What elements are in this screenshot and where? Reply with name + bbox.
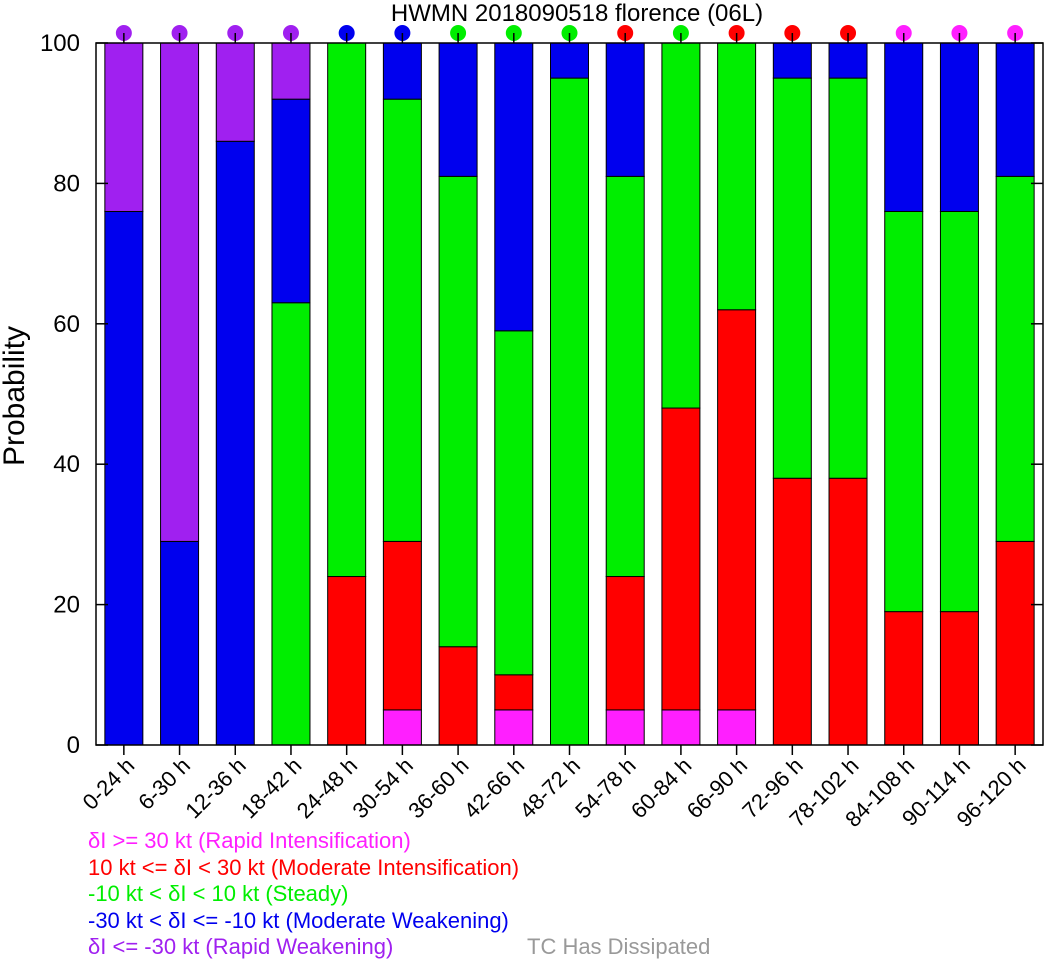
legend-item-moderate-intensification: 10 kt <= δI < 30 kt (Moderate Intensific… bbox=[88, 854, 520, 880]
bar-steady-72-96h bbox=[772, 77, 812, 479]
bar-moderate-intensification-90-114h bbox=[939, 611, 979, 746]
bar-steady-48-72h bbox=[550, 77, 589, 746]
legend-item-dissipated: TC Has Dissipated bbox=[527, 934, 711, 959]
bar-steady-90-114h bbox=[939, 210, 979, 613]
bar-rapid-weakening-12-36h bbox=[215, 42, 255, 142]
bar-rapid-weakening-18-42h bbox=[271, 42, 311, 100]
chart-title: HWMN 2018090518 florence (06L) bbox=[391, 0, 763, 27]
bar-moderate-intensification-60-84h bbox=[661, 407, 701, 711]
x-tick-label: 12-36 h bbox=[180, 753, 250, 823]
bar-rapid-intensification-66-90h bbox=[717, 709, 757, 746]
bar-steady-96-120h bbox=[995, 175, 1035, 542]
bar-moderate-intensification-96-120h bbox=[995, 540, 1035, 746]
bar-steady-24-48h bbox=[327, 42, 367, 578]
x-tick-label: 48-72 h bbox=[515, 753, 585, 823]
bar-steady-36-60h bbox=[438, 175, 478, 648]
bars-layer bbox=[104, 42, 1035, 746]
legend: δI >= 30 kt (Rapid Intensification) 10 k… bbox=[88, 828, 519, 961]
bar-rapid-weakening-6-30h bbox=[160, 42, 200, 542]
bar-moderate-weakening-78-102h bbox=[828, 42, 868, 79]
legend-item-rapid-weakening: δI <= -30 kt (Rapid Weakening) bbox=[88, 934, 394, 959]
bar-moderate-intensification-78-102h bbox=[828, 477, 868, 746]
y-tick-label: 100 bbox=[40, 30, 80, 57]
bar-steady-84-108h bbox=[884, 210, 924, 613]
x-tick-label: 60-84 h bbox=[626, 753, 696, 823]
bar-rapid-weakening-0-24h bbox=[104, 42, 144, 212]
bar-rapid-intensification-60-84h bbox=[661, 709, 701, 746]
y-tick-label: 60 bbox=[53, 311, 80, 338]
legend-item-moderate-weakening: -30 kt < δI <= -10 kt (Moderate Weakenin… bbox=[88, 907, 509, 933]
x-tick-label: 24-48 h bbox=[292, 753, 362, 823]
x-tick-label: 36-60 h bbox=[403, 753, 473, 823]
bar-moderate-weakening-54-78h bbox=[605, 42, 645, 177]
bar-moderate-weakening-48-72h bbox=[550, 42, 589, 79]
bar-moderate-intensification-84-108h bbox=[884, 611, 924, 746]
x-tick-label: 54-78 h bbox=[570, 753, 640, 823]
bar-rapid-intensification-54-78h bbox=[605, 709, 645, 746]
bar-moderate-intensification-54-78h bbox=[605, 576, 645, 711]
y-axis: 0 20 40 60 80 100 bbox=[40, 30, 1043, 759]
bar-moderate-weakening-12-36h bbox=[215, 140, 255, 746]
bar-steady-78-102h bbox=[828, 77, 868, 479]
x-tick-label: 42-66 h bbox=[459, 753, 529, 823]
x-tick-label: 30-54 h bbox=[347, 753, 417, 823]
x-tick-label: 66-90 h bbox=[682, 753, 752, 823]
bar-moderate-weakening-42-66h bbox=[494, 42, 534, 332]
bar-moderate-weakening-0-24h bbox=[104, 210, 144, 746]
bar-steady-54-78h bbox=[605, 175, 645, 578]
y-tick-label: 20 bbox=[53, 592, 80, 619]
bar-steady-66-90h bbox=[717, 42, 757, 311]
bar-moderate-weakening-30-54h bbox=[382, 42, 422, 100]
y-tick-label: 40 bbox=[53, 451, 80, 478]
bar-steady-42-66h bbox=[494, 330, 534, 676]
x-tick-label: 0-24 h bbox=[78, 753, 140, 815]
bar-steady-30-54h bbox=[382, 98, 422, 542]
bar-moderate-weakening-90-114h bbox=[939, 42, 979, 212]
legend-item-steady: -10 kt < δI < 10 kt (Steady) bbox=[88, 881, 349, 906]
x-tick-label: 18-42 h bbox=[236, 753, 306, 823]
bar-moderate-intensification-36-60h bbox=[438, 646, 478, 746]
bar-steady-60-84h bbox=[661, 42, 701, 409]
y-tick-label: 80 bbox=[53, 170, 80, 197]
bar-moderate-intensification-42-66h bbox=[494, 674, 534, 711]
bar-moderate-intensification-72-96h bbox=[772, 477, 812, 746]
y-tick-label: 0 bbox=[67, 732, 80, 759]
bar-steady-18-42h bbox=[271, 302, 311, 746]
bar-moderate-intensification-24-48h bbox=[327, 576, 367, 746]
bar-moderate-weakening-84-108h bbox=[884, 42, 924, 212]
bar-moderate-weakening-6-30h bbox=[160, 540, 200, 746]
bar-moderate-weakening-18-42h bbox=[271, 98, 311, 304]
bar-moderate-weakening-96-120h bbox=[995, 42, 1035, 177]
legend-item-rapid-intensification: δI >= 30 kt (Rapid Intensification) bbox=[88, 828, 411, 853]
bar-moderate-intensification-66-90h bbox=[717, 309, 757, 711]
bar-rapid-intensification-30-54h bbox=[382, 709, 422, 746]
bar-moderate-weakening-72-96h bbox=[772, 42, 812, 79]
bar-rapid-intensification-42-66h bbox=[494, 709, 534, 746]
bar-moderate-weakening-36-60h bbox=[438, 42, 478, 177]
y-axis-label: Probability bbox=[0, 326, 31, 466]
bar-moderate-intensification-30-54h bbox=[382, 540, 422, 711]
